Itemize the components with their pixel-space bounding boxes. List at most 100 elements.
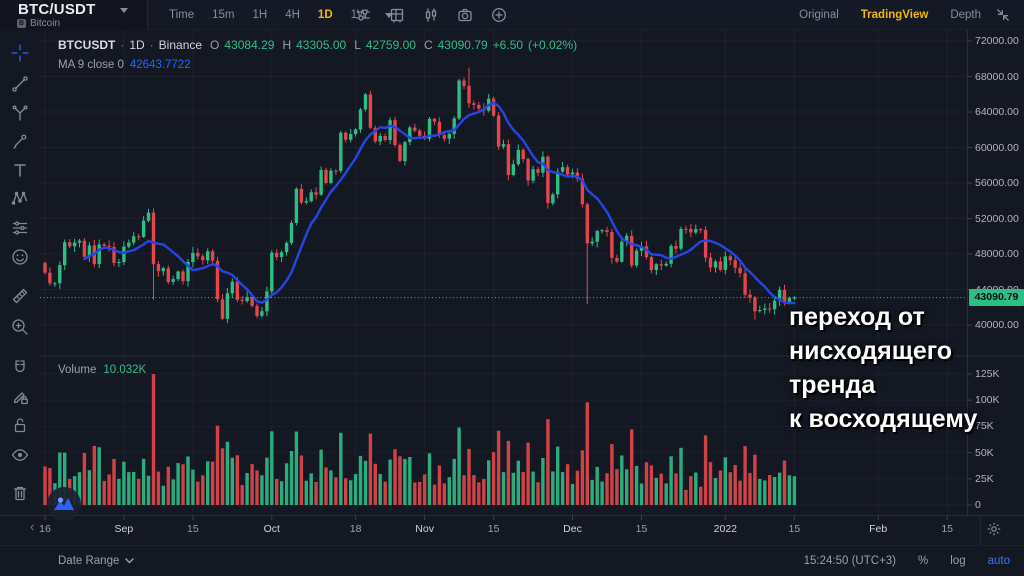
magnet-tool-icon[interactable]	[11, 359, 29, 377]
interval-dropdown-icon[interactable]	[384, 12, 393, 18]
toolbar-collapse-chevron-icon[interactable]: ‹	[30, 519, 35, 534]
settings-sliders-icon[interactable]	[352, 4, 374, 26]
annotation-line: к восходящему	[789, 405, 978, 433]
legend-exchange: Binance	[158, 38, 203, 52]
ruler-tool-icon[interactable]	[11, 287, 29, 305]
volume-tick-label: 25K	[975, 472, 994, 485]
volume-value: 10.032K	[103, 364, 147, 376]
ma-value: 42643.7722	[129, 59, 191, 71]
trend-line-tool-icon[interactable]	[11, 75, 29, 93]
time-tick-label: 2022	[713, 523, 737, 535]
separator-dot: ·	[149, 38, 154, 52]
drawing-toolbar	[0, 30, 40, 516]
interval-1d[interactable]: 1D	[317, 9, 333, 21]
current-price-badge: 43090.79	[969, 289, 1024, 307]
xabcd-pattern-tool-icon[interactable]	[11, 189, 29, 207]
time-tick-label: 16	[39, 523, 51, 535]
legend-interval: 1D	[129, 38, 145, 52]
ma-legend: MA 9 close 0 42643.7722	[58, 59, 577, 71]
emoji-tool-icon[interactable]	[11, 248, 29, 266]
time-tick-label: 15	[187, 523, 199, 535]
date-range-button[interactable]: Date Range	[58, 555, 135, 567]
high-value: 43305.00	[296, 38, 347, 52]
auto-scale-button[interactable]: auto	[987, 555, 1010, 567]
asset-name: Bitcoin	[30, 18, 61, 29]
time-tick-label: 15	[635, 523, 648, 535]
asset-row: B Bitcoin	[17, 18, 60, 29]
log-scale-button[interactable]: log	[950, 555, 966, 567]
brush-tool-icon[interactable]	[11, 132, 29, 150]
text-tool-icon[interactable]	[11, 161, 29, 179]
change-value: +6.50	[492, 38, 524, 52]
low-value: 42759.00	[365, 38, 416, 52]
crosshair-tool-icon[interactable]	[11, 44, 29, 62]
time-tick-label: Sep	[114, 523, 134, 535]
view-tabs: Original TradingView Depth	[788, 0, 1014, 30]
pitchfork-tool-icon[interactable]	[11, 104, 29, 122]
price-tick-label: 40000.00	[975, 319, 1019, 331]
price-tick-label: 48000.00	[975, 248, 1019, 260]
volume-axis[interactable]: 125K 100K 75K 50K 25K 0	[968, 358, 1024, 515]
tab-depth[interactable]: Depth	[950, 9, 981, 21]
chevron-down-icon	[120, 8, 128, 13]
trend-annotation: переход от нисходящего тренда к восходящ…	[789, 300, 977, 436]
volume-tick-label: 0	[975, 499, 981, 511]
price-tick-label: 72000.00	[975, 35, 1019, 47]
percent-scale-button[interactable]: %	[918, 555, 929, 567]
tradingview-logo	[47, 487, 81, 521]
clock-timezone[interactable]: 15:24:50 (UTC+3)	[803, 555, 897, 567]
volume-tick-label: 50K	[975, 446, 994, 459]
layout-grid-icon[interactable]	[386, 4, 408, 26]
date-range-label: Date Range	[58, 555, 120, 567]
close-value: 43090.79	[437, 38, 488, 52]
hide-drawings-eye-icon[interactable]	[11, 446, 29, 464]
legend-line-1: BTCUSDT · 1D · Binance O 43084.29 H 43305.…	[58, 38, 577, 52]
annotation-line: переход от	[789, 303, 925, 331]
low-label: L	[354, 38, 361, 52]
price-tick-label: 56000.00	[975, 177, 1019, 189]
bottom-toolbar: Date Range 15:24:50 (UTC+3) % log auto	[0, 545, 1024, 576]
volume-tick-label: 125K	[975, 368, 1000, 380]
plus-circle-icon[interactable]	[488, 4, 510, 26]
forecast-tool-icon[interactable]	[11, 219, 29, 237]
interval-15m[interactable]: 15m	[212, 9, 235, 21]
interval-switcher: Time 15m 1H 4H 1D 1W	[160, 0, 401, 30]
open-label: O	[210, 38, 220, 52]
volume-tick-label: 100K	[975, 394, 1000, 407]
interval-1h[interactable]: 1H	[252, 9, 268, 21]
legend-symbol: BTCUSDT	[58, 38, 116, 52]
open-value: 43084.29	[224, 38, 275, 52]
collapse-arrows-icon[interactable]	[992, 4, 1014, 26]
price-tick-label: 52000.00	[975, 212, 1019, 225]
screenshot-camera-icon[interactable]	[454, 4, 476, 26]
drawing-lock-tool-icon[interactable]	[11, 388, 29, 406]
chart-tools	[352, 0, 510, 30]
annotation-line: нисходящего	[789, 337, 953, 365]
tab-tradingview[interactable]: TradingView	[860, 9, 929, 21]
symbol-selector[interactable]: BTC/USDT B Bitcoin	[0, 0, 148, 30]
time-tick-label: Feb	[869, 523, 888, 535]
time-axis[interactable]: 16 Sep 15 Oct 18 Nov 15 Dec 15 2022 15 Feb 15	[0, 516, 1024, 545]
time-tick-label: 18	[349, 523, 362, 535]
time-tick-label: 15	[941, 523, 954, 535]
time-tick-label: Oct	[263, 523, 280, 535]
axis-settings-gear-icon[interactable]	[986, 521, 1006, 541]
time-tick-label: 15	[487, 523, 500, 535]
change-percent: (+0.02%)	[528, 38, 578, 52]
zoom-in-tool-icon[interactable]	[11, 318, 29, 336]
volume-legend: Volume 10.032K	[58, 364, 146, 376]
time-tick-label: Dec	[563, 523, 582, 535]
price-tick-label: 64000.00	[975, 106, 1019, 118]
interval-time[interactable]: Time	[169, 9, 195, 21]
delete-trash-icon[interactable]	[11, 484, 29, 502]
close-label: C	[423, 38, 433, 52]
tab-original[interactable]: Original	[799, 9, 839, 21]
chart-style-icon[interactable]	[420, 4, 442, 26]
bitcoin-icon: B	[17, 19, 26, 28]
interval-4h[interactable]: 4H	[285, 9, 300, 21]
price-tick-label: 60000.00	[975, 141, 1019, 154]
separator-dot: ·	[120, 38, 125, 52]
lock-tool-icon[interactable]	[11, 416, 29, 434]
